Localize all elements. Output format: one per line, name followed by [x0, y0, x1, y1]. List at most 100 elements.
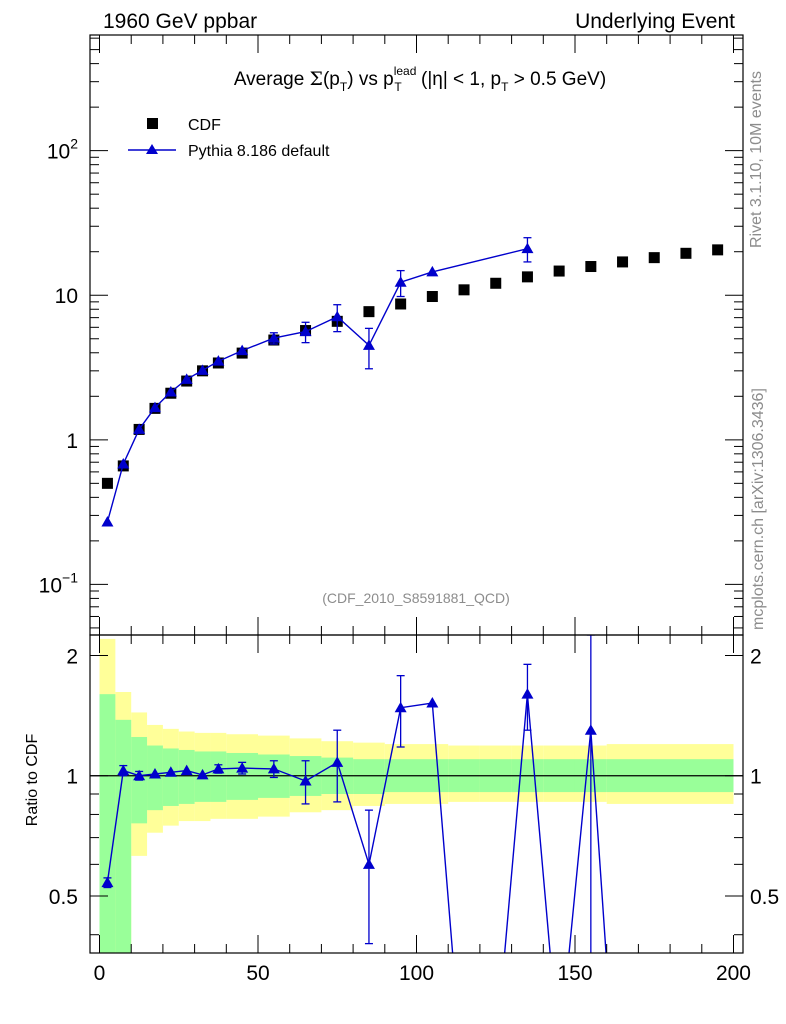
legend-cdf-marker [147, 118, 158, 129]
ratio-point [117, 764, 130, 776]
y-tick-label-exponent: −1 [62, 569, 78, 585]
ratio-plot: 0.5 0.5 1 1 2 2 0 50 100 150 200 Ratio to CDF [24, 634, 779, 985]
ratio-point [196, 768, 209, 780]
x-tick-label: 100 [399, 962, 434, 985]
header-left: 1960 GeV ppbar [103, 10, 257, 33]
cdf-point [648, 252, 660, 264]
cdf-point [458, 284, 470, 296]
y-tick-label-base: 1 [66, 430, 78, 453]
x-tick-label: 50 [246, 962, 269, 985]
x-tick-label: 0 [94, 962, 106, 985]
green-band [178, 749, 195, 804]
cdf-point [426, 291, 438, 303]
title-sup: lead [394, 64, 417, 78]
ratio-point [362, 858, 375, 869]
main-plot-ticks [90, 35, 743, 635]
pythia-point [212, 355, 225, 366]
pythia-point [133, 423, 146, 434]
green-band [115, 719, 132, 953]
title-part: (p [323, 69, 340, 90]
cdf-point [712, 244, 724, 256]
ratio-data [101, 635, 607, 953]
ratio-axis-label: Ratio to CDF [24, 734, 41, 827]
ratio-point [584, 724, 597, 735]
pythia-point [196, 364, 209, 375]
pythia-point [101, 516, 114, 527]
ratio-y-tick-labels: 0.5 0.5 1 1 2 2 [49, 645, 779, 909]
ratio-point [133, 769, 146, 781]
ratio-point [180, 764, 193, 776]
plot-title: Average Σ(pT) vs plead T (|η| < 1, pT > 0… [234, 64, 606, 94]
x-tick-label: 150 [557, 962, 592, 985]
y-tick-label-base: 10 [55, 285, 78, 308]
ratio-point [164, 766, 177, 777]
y-tick-label-base: 10 [47, 141, 70, 164]
legend-cdf-label: CDF [188, 117, 221, 134]
ratio-point [212, 762, 225, 774]
title-part: > 0.5 GeV) [508, 69, 606, 90]
analysis-watermark: (CDF_2010_S8591881_QCD) [322, 590, 510, 606]
ratio-point [101, 876, 114, 888]
green-band [210, 751, 227, 802]
ratio-ticks [90, 635, 743, 953]
pythia-point [521, 242, 534, 254]
y-tick-label-exponent: 2 [70, 136, 78, 152]
x-tick-labels: 0 50 100 150 200 [94, 962, 751, 985]
cdf-point [363, 306, 375, 318]
y-tick-label: 10 [55, 285, 78, 308]
legend: CDF Pythia 8.186 default [128, 117, 330, 160]
pythia-point [426, 265, 439, 277]
pythia-point [267, 332, 280, 343]
cdf-point [490, 277, 502, 289]
green-band [226, 752, 259, 800]
ratio-point [331, 756, 344, 767]
x-tick-label: 200 [716, 962, 751, 985]
title-part: ) vs p [347, 69, 393, 90]
pythia-point [394, 276, 407, 287]
ratio-point [521, 688, 534, 699]
ratio-point [299, 775, 312, 786]
ratio-y-tick-label-right: 2 [750, 645, 762, 668]
title-sub: T [394, 80, 402, 94]
title-sigma: Σ [310, 68, 323, 90]
cdf-point [553, 265, 565, 277]
mcplots-label: mcplots.cern.ch [arXiv:1306.3436] [750, 388, 767, 630]
header-right: Underlying Event [575, 10, 735, 33]
ratio-y-tick-label: 0.5 [49, 886, 78, 909]
ratio-y-tick-label: 2 [66, 645, 78, 668]
legend-pythia-marker [146, 144, 158, 154]
pythia-point [117, 458, 130, 469]
ratio-point [236, 762, 249, 773]
pythia-point [180, 373, 193, 384]
pythia-point [236, 344, 249, 356]
title-part: (|η| < 1, p [416, 69, 501, 90]
legend-pythia-label: Pythia 8.186 default [188, 143, 330, 160]
ratio-point [148, 767, 161, 779]
cdf-point [101, 477, 113, 489]
ratio-y-tick-label-right: 1 [750, 766, 762, 789]
green-band [353, 759, 385, 794]
cdf-point [585, 261, 597, 273]
pythia-point [331, 310, 344, 322]
ratio-uncertainty-bands [99, 638, 734, 953]
rivet-label: Rivet 3.1.10, 10M events [748, 71, 765, 248]
pythia-point [362, 339, 375, 350]
title-sub: T [340, 80, 348, 94]
ratio-point [426, 697, 439, 708]
green-band [99, 694, 116, 953]
cdf-point [395, 298, 407, 310]
y-tick-label: 1 [66, 430, 78, 453]
y-tick-label-base: 10 [39, 574, 62, 597]
pythia-point [164, 386, 177, 397]
ratio-y-tick-label-right: 0.5 [750, 886, 779, 909]
title-part: Average [234, 69, 310, 90]
ratio-point [394, 701, 407, 713]
title-sub: T [501, 80, 509, 94]
pythia-line [106, 248, 528, 523]
y-tick-label: 102 [47, 136, 78, 164]
cdf-point [521, 271, 533, 283]
green-band [162, 748, 179, 806]
